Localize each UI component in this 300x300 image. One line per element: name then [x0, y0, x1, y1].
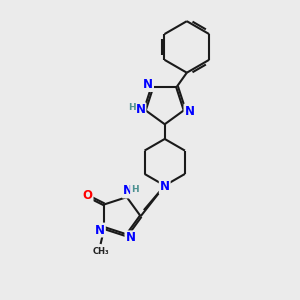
Text: N: N: [95, 224, 105, 236]
Text: N: N: [184, 105, 194, 118]
Text: H: H: [128, 103, 136, 112]
Text: N: N: [123, 184, 133, 197]
Text: O: O: [82, 189, 93, 202]
Text: H: H: [131, 185, 138, 194]
Text: CH₃: CH₃: [92, 247, 109, 256]
Text: N: N: [143, 78, 153, 91]
Text: N: N: [160, 180, 170, 193]
Text: N: N: [136, 103, 146, 116]
Text: N: N: [125, 231, 136, 244]
